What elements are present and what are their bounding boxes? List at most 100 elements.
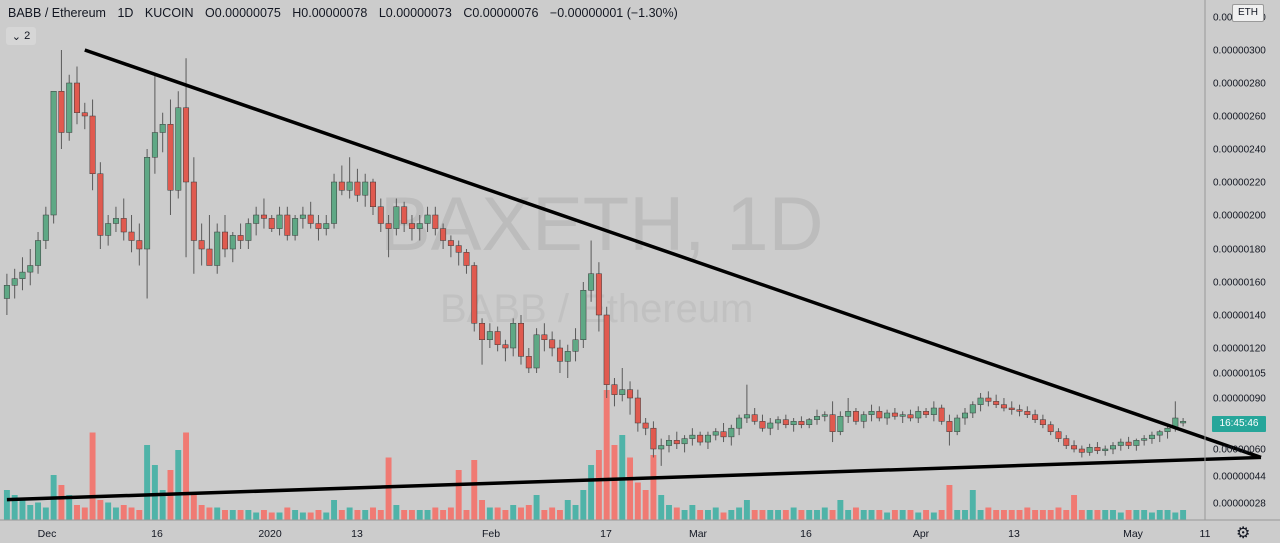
candle-body xyxy=(1063,438,1070,446)
price-axis[interactable]: 0.000003200.000003000.000002800.00000260… xyxy=(1213,13,1266,510)
candle-body xyxy=(463,252,470,266)
candle-body xyxy=(3,285,10,299)
legend-collapse-button[interactable]: ⌄ 2 xyxy=(6,27,36,45)
candle xyxy=(323,215,330,236)
candle-body xyxy=(159,124,166,133)
symbol-name[interactable]: BABB / Ethereum xyxy=(8,6,106,20)
volume-bar xyxy=(884,512,891,520)
trendlines[interactable] xyxy=(6,48,1262,502)
price-tick-label: 0.00000200 xyxy=(1213,211,1266,222)
volume-bar xyxy=(1008,510,1015,520)
candle-body xyxy=(260,214,267,219)
candle xyxy=(720,423,727,443)
volume-bar xyxy=(627,457,634,520)
candle xyxy=(144,149,151,299)
candle-body xyxy=(759,421,766,429)
candle-body xyxy=(385,223,392,229)
candle-body xyxy=(1024,411,1031,415)
volume-bar xyxy=(377,510,384,520)
trendline[interactable] xyxy=(6,455,1262,502)
candle xyxy=(642,418,649,436)
candle-body xyxy=(572,339,579,352)
volume-bar xyxy=(136,510,143,520)
candle-body xyxy=(112,218,119,224)
candle-body xyxy=(206,248,213,266)
volume-bar xyxy=(494,507,501,520)
candle xyxy=(884,409,891,425)
volume-bar xyxy=(595,450,602,520)
volume-bar xyxy=(183,432,190,520)
candle xyxy=(860,411,867,429)
volume-bar xyxy=(852,507,859,520)
candle-body xyxy=(533,334,540,369)
candle-body xyxy=(136,240,143,250)
candle xyxy=(245,218,252,249)
candle-body xyxy=(860,414,867,422)
volume-bar xyxy=(1133,510,1140,520)
candle xyxy=(463,249,470,274)
candle xyxy=(74,66,80,125)
candle-body xyxy=(985,397,992,402)
time-tick-label: 16 xyxy=(151,528,163,540)
candle xyxy=(751,408,758,425)
volume-bar xyxy=(3,490,10,520)
volume-bar xyxy=(1164,510,1171,520)
candle xyxy=(829,401,836,443)
candle xyxy=(35,232,42,274)
candle-body xyxy=(619,389,626,395)
volume-bar xyxy=(689,505,696,520)
candle xyxy=(1063,435,1070,449)
candle xyxy=(572,328,579,362)
candle xyxy=(588,240,595,302)
volume-bar xyxy=(214,507,221,520)
candle xyxy=(190,157,197,274)
candle xyxy=(1016,404,1023,417)
candle xyxy=(494,326,501,352)
time-axis[interactable]: Dec 16 2020 13 Feb 17 Mar 16 Apr 13 May 11 xyxy=(38,528,1211,540)
collapse-count: 2 xyxy=(24,30,31,42)
symbol-legend: BABB / Ethereum 1D KUCOIN O0.00000075 H0… xyxy=(8,6,686,20)
price-tick-label: 0.00000090 xyxy=(1213,394,1266,405)
volume-bar xyxy=(673,507,680,520)
volume-bar xyxy=(969,490,976,520)
candle-body xyxy=(253,214,260,224)
candle-body xyxy=(767,422,774,429)
volume-bar xyxy=(1071,495,1078,520)
price-tick-label: 0.00000044 xyxy=(1213,472,1266,483)
candle-body xyxy=(1094,447,1101,451)
candle-body xyxy=(689,434,696,439)
candle xyxy=(299,206,306,229)
candle-body xyxy=(42,214,49,241)
change-value: −0.00000001 (−1.30%) xyxy=(549,6,678,20)
candle xyxy=(1039,414,1046,429)
gear-icon[interactable]: ⚙ xyxy=(1236,525,1251,542)
candle xyxy=(167,99,174,215)
volume-bar xyxy=(97,500,104,520)
volume-bar xyxy=(416,510,423,520)
candle-body xyxy=(518,323,524,357)
volume-bar xyxy=(1172,512,1179,520)
volume-bar xyxy=(728,510,735,520)
candle-body xyxy=(782,419,789,425)
candle-body xyxy=(19,271,26,279)
candle-body xyxy=(580,290,587,340)
candle xyxy=(1102,445,1109,456)
volume-bar xyxy=(518,507,524,520)
trendline[interactable] xyxy=(84,48,1262,460)
candle xyxy=(993,394,1000,408)
candle xyxy=(946,414,953,446)
volume-bar xyxy=(11,495,18,520)
candle-body xyxy=(845,411,852,417)
volume-bar xyxy=(338,510,345,520)
candle-body xyxy=(611,384,618,395)
volume-bar xyxy=(128,507,135,520)
currency-badge[interactable]: ETH xyxy=(1232,4,1264,22)
volume-bar xyxy=(502,510,509,520)
open-value: O0.00000075 xyxy=(205,6,281,20)
candle-body xyxy=(331,181,338,224)
volume-bar xyxy=(151,465,158,520)
candle xyxy=(977,393,984,412)
candle xyxy=(891,408,898,420)
candle xyxy=(105,215,112,246)
